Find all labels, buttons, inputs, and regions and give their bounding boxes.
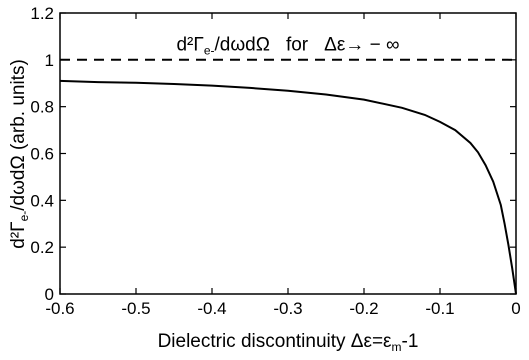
x-tick-label: -0.1 [425, 299, 454, 318]
y-tick-label: 1 [45, 51, 54, 70]
x-axis-label: Dielectric discontinuity Δε=εm-1 [158, 331, 419, 354]
x-tick-label: -0.5 [121, 299, 150, 318]
y-tick-label: 0.6 [30, 145, 54, 164]
x-tick-label: 0 [511, 299, 520, 318]
y-tick-label: 1.2 [30, 4, 54, 23]
annotation: d²Γe-/dωdΩ for Δε→ − ∞ [176, 34, 399, 57]
y-tick-label: 0.2 [30, 238, 54, 257]
y-tick-label: 0.4 [30, 191, 54, 210]
y-tick-label: 0 [45, 285, 54, 304]
y-axis-label: d²Γe-/dωdΩ (arb. units) [8, 59, 31, 249]
x-tick-label: -0.4 [197, 299, 226, 318]
x-tick-label: -0.6 [45, 299, 74, 318]
x-tick-label: -0.2 [349, 299, 378, 318]
x-tick-label: -0.3 [273, 299, 302, 318]
series-line [59, 79, 517, 295]
y-tick-label: 0.8 [30, 98, 54, 117]
